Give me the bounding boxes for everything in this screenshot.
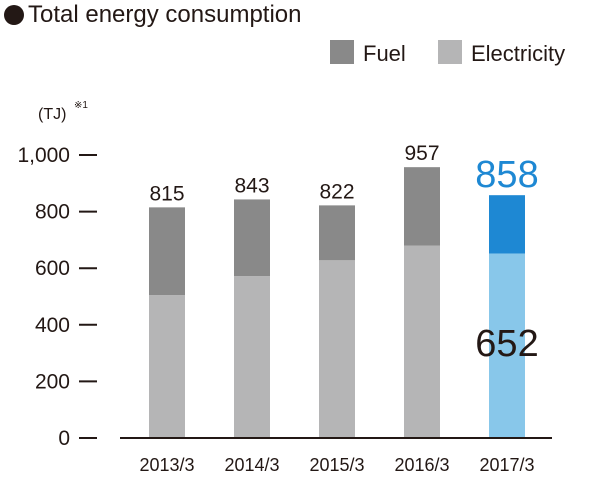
total-label-2015-3: 822: [319, 180, 354, 203]
y-tick-label: 600: [35, 257, 70, 280]
y-tick-label: 0: [58, 427, 70, 450]
bar-fuel-2016-3: [404, 167, 440, 246]
y-tick-label: 1,000: [17, 144, 70, 167]
x-label-2013-3: 2013/3: [139, 455, 194, 475]
y-tick-label: 200: [35, 370, 70, 393]
x-label-2016-3: 2016/3: [394, 455, 449, 475]
bar-electricity-2013-3: [149, 295, 185, 438]
y-tick-400: 400: [35, 314, 97, 337]
bar-fuel-2014-3: [234, 199, 270, 277]
bullet-icon: [4, 5, 24, 25]
x-axis-labels: 2013/3 2014/3 2015/3 2016/3 2017/3: [139, 455, 534, 475]
total-label-2017-3: 858: [475, 154, 538, 196]
bar-fuel-2013-3: [149, 207, 185, 296]
x-label-2017-3: 2017/3: [479, 455, 534, 475]
total-label-2016-3: 957: [404, 142, 439, 165]
y-tick-label: 400: [35, 314, 70, 337]
bar-electricity-2014-3: [234, 276, 270, 438]
x-label-2015-3: 2015/3: [309, 455, 364, 475]
y-unit-note: ※1: [74, 100, 88, 111]
total-label-2013-3: 815: [149, 182, 184, 205]
y-tick-label: 800: [35, 201, 70, 224]
bar-electricity-2016-3: [404, 245, 440, 438]
bars: 815 843 822 957 858 652: [149, 142, 539, 438]
legend-label-fuel: Fuel: [363, 41, 406, 66]
y-tick-200: 200: [35, 370, 97, 393]
x-label-2014-3: 2014/3: [224, 455, 279, 475]
total-label-2014-3: 843: [234, 174, 269, 197]
legend-swatch-fuel: [330, 40, 354, 64]
bar-fuel-2015-3: [319, 205, 355, 261]
y-tick-800: 800: [35, 201, 97, 224]
legend-label-electricity: Electricity: [471, 41, 565, 66]
y-tick-600: 600: [35, 257, 97, 280]
legend: Fuel Electricity: [330, 40, 565, 66]
y-tick-0: 0: [58, 427, 97, 450]
y-axis: 0 200 400 600 800 1,000: [17, 144, 97, 450]
y-unit-label: (TJ) ※1: [38, 100, 88, 123]
y-tick-1000: 1,000: [17, 144, 97, 167]
legend-swatch-electricity: [438, 40, 462, 64]
chart-title-text: Total energy consumption: [28, 1, 302, 28]
y-unit-text: (TJ): [38, 106, 66, 123]
inner-label-electricity-2017-3: 652: [475, 323, 538, 365]
bar-electricity-2015-3: [319, 260, 355, 438]
bar-fuel-2017-3: [489, 195, 525, 254]
chart-title: Total energy consumption: [0, 0, 302, 30]
bar-electricity-2017-3: [489, 253, 525, 438]
